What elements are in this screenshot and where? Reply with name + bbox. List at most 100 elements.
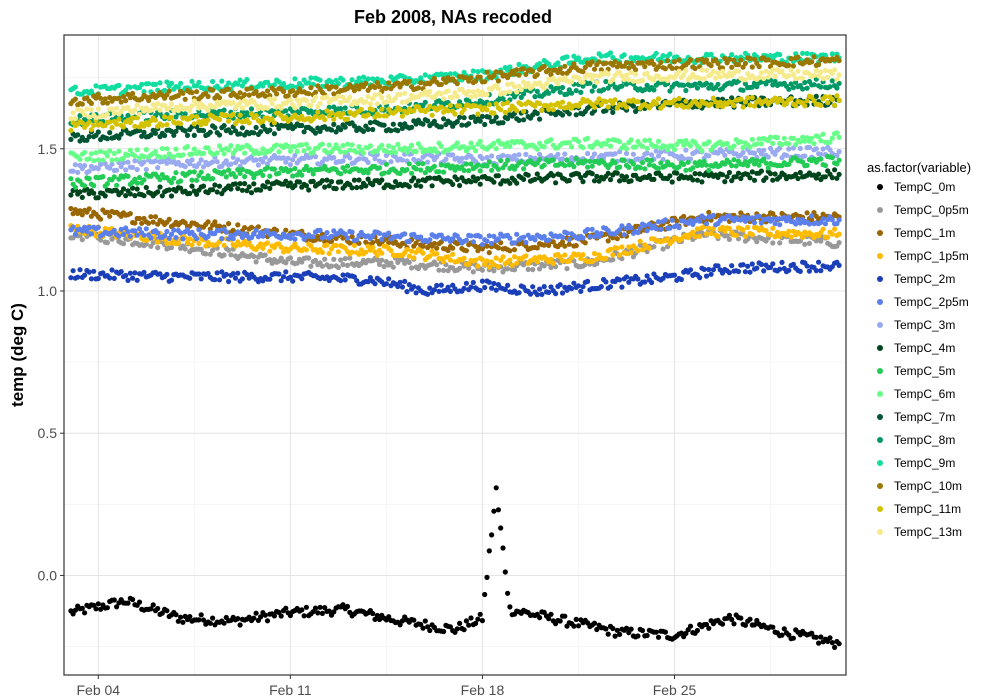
data-point [470, 68, 476, 74]
data-point [299, 276, 305, 282]
data-point [324, 242, 330, 248]
data-point [589, 88, 595, 94]
data-point [749, 136, 755, 143]
data-point [301, 129, 307, 135]
data-point [564, 91, 570, 97]
data-point [315, 109, 321, 115]
data-point [438, 143, 444, 149]
data-point [484, 163, 490, 169]
data-point [827, 635, 833, 641]
data-point [269, 116, 275, 122]
data-point [790, 85, 797, 91]
data-point [498, 240, 504, 246]
data-point [761, 156, 767, 162]
data-point [104, 100, 110, 106]
data-point [239, 276, 245, 282]
data-point [747, 616, 753, 622]
data-point [127, 211, 133, 217]
data-point [610, 235, 616, 241]
data-point [413, 290, 419, 296]
data-point [248, 106, 255, 112]
data-point [365, 76, 371, 82]
data-point [559, 99, 566, 105]
data-point [267, 185, 273, 191]
data-point [571, 623, 577, 629]
data-point [754, 239, 760, 245]
data-point [521, 166, 527, 172]
data-point [797, 139, 803, 145]
data-point [328, 84, 335, 90]
data-point [127, 84, 133, 90]
data-point [511, 152, 518, 159]
data-point [649, 152, 655, 158]
data-point [745, 224, 751, 230]
data-point [745, 263, 751, 269]
data-point [390, 264, 396, 270]
data-point [566, 140, 572, 146]
data-point [468, 233, 474, 239]
data-point [431, 163, 437, 169]
data-point [372, 281, 378, 287]
data-point [601, 87, 607, 93]
data-point [441, 628, 447, 635]
data-point [379, 257, 385, 263]
data-point [436, 288, 442, 294]
data-point [683, 147, 689, 153]
data-point [415, 178, 421, 184]
data-point [557, 618, 563, 624]
data-point [660, 53, 666, 59]
data-point [418, 234, 424, 240]
data-point [228, 186, 234, 192]
data-point [495, 507, 501, 513]
data-point [674, 170, 680, 176]
data-point [610, 252, 616, 258]
data-point [216, 143, 223, 149]
data-point [541, 284, 547, 290]
data-point [719, 172, 726, 178]
data-point [585, 164, 591, 170]
data-point [203, 243, 209, 249]
data-point [781, 626, 787, 632]
data-point [546, 289, 552, 295]
data-point [473, 103, 479, 109]
data-point [319, 249, 325, 256]
data-point [466, 168, 472, 174]
data-point [210, 615, 216, 621]
data-point [596, 96, 602, 102]
data-point [114, 167, 120, 173]
data-point [152, 149, 159, 155]
data-point [571, 280, 577, 286]
data-point [658, 226, 664, 232]
data-point [541, 63, 547, 69]
data-point [772, 171, 778, 177]
data-point [786, 141, 792, 147]
data-point [379, 142, 385, 148]
data-point [98, 216, 104, 222]
data-point [770, 624, 776, 630]
data-point [283, 108, 289, 114]
data-point [175, 84, 181, 90]
data-point [84, 228, 90, 234]
data-point [523, 239, 529, 245]
data-point [580, 179, 586, 185]
data-point [575, 283, 582, 289]
data-point [559, 239, 566, 245]
data-point [628, 250, 634, 256]
data-point [248, 85, 255, 91]
data-point [598, 67, 604, 73]
data-point [450, 245, 456, 251]
data-point [559, 258, 566, 264]
data-point [719, 621, 726, 627]
data-point [162, 154, 168, 160]
data-point [235, 185, 241, 192]
data-point [72, 231, 78, 237]
data-point [580, 69, 586, 75]
data-point [735, 62, 742, 68]
data-point [573, 112, 579, 118]
data-point [489, 240, 495, 247]
data-point [326, 608, 332, 614]
data-point [566, 101, 572, 107]
data-point [676, 57, 682, 63]
data-point [143, 147, 149, 153]
data-point [591, 66, 598, 72]
